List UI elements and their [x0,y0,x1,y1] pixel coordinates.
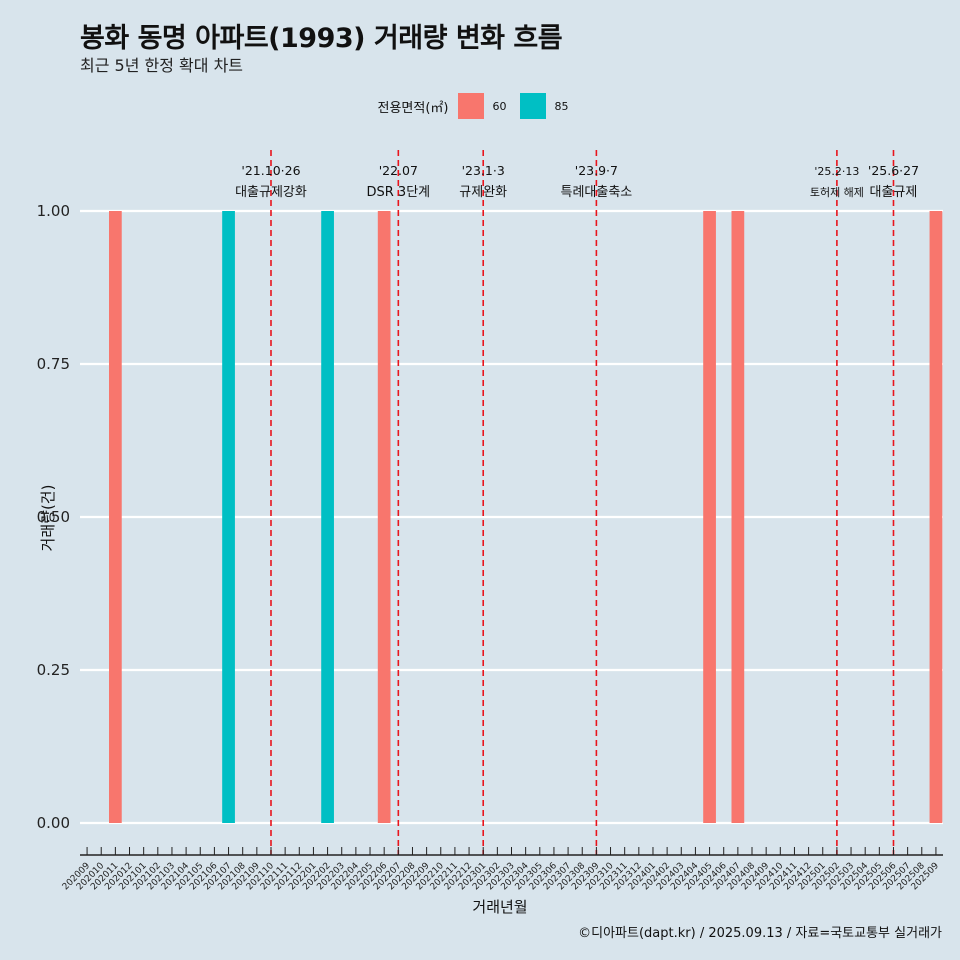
bar-60-202011 [109,211,122,823]
y-tick-label: 0.00 [37,814,70,832]
event-date-label: '25.2·13 [814,165,859,178]
event-date-label: '22.07 [379,163,418,178]
event-desc-label: 특례대출축소 [561,185,633,200]
event-date-label: '21.10·26 [241,163,300,178]
event-date-label: '23.9·7 [575,163,618,178]
event-desc-label: 규제완화 [459,185,507,200]
bar-60-202405 [703,211,716,823]
chart-subtitle: 최근 5년 한정 확대 차트 [80,56,244,75]
bar-60-202407 [731,211,745,823]
x-axis-label: 거래년월 [472,898,528,916]
y-tick-label: 0.75 [37,355,70,373]
legend-key-85 [520,93,547,119]
event-date-label: '23.1·3 [462,163,505,178]
event-desc-label: 대출규제강화 [235,185,307,200]
event-desc-label: 토허제 해제 [810,185,864,199]
bar-60-202206 [377,211,391,823]
y-tick-label: 1.00 [37,202,70,220]
bar-85-202107 [222,211,235,823]
legend-key-60 [458,93,485,119]
bar-85-202202 [321,211,334,823]
event-date-label: '25.6·27 [868,163,919,178]
legend: 전용면적(㎡) 60 85 [0,93,960,119]
chart-title: 봉화 동명 아파트(1993) 거래량 변화 흐름 [80,23,563,54]
event-desc-label: 대출규제 [870,185,918,200]
bar-60-202509 [929,211,943,823]
y-tick-label: 0.25 [37,661,70,679]
event-desc-label: DSR 3단계 [367,185,431,200]
legend-title: 전용면적(㎡) [377,100,449,116]
legend-label-60: 60 [492,99,507,113]
y-tick-label: 0.50 [37,508,70,526]
legend-label-85: 85 [554,99,569,113]
source-caption: ©디아파트(dapt.kr) / 2025.09.13 / 자료=국토교통부 실… [578,926,942,941]
